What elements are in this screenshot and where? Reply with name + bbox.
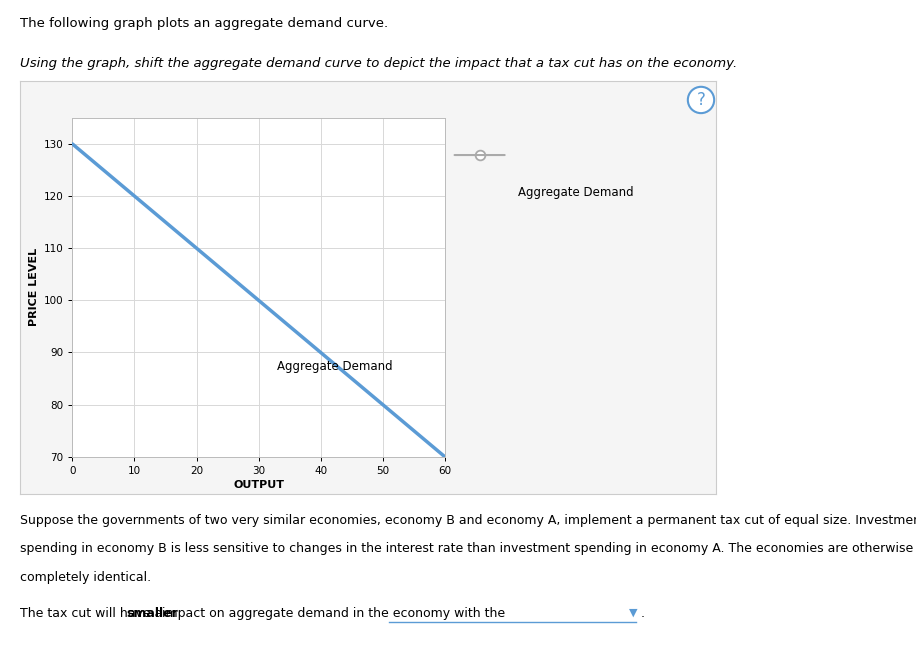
Text: .: . bbox=[641, 607, 645, 620]
Text: smaller: smaller bbox=[126, 607, 179, 620]
Text: Suppose the governments of two very similar economies, economy B and economy A, : Suppose the governments of two very simi… bbox=[20, 514, 916, 527]
Text: ▼: ▼ bbox=[629, 607, 638, 617]
Text: Aggregate Demand: Aggregate Demand bbox=[278, 360, 393, 374]
Text: completely identical.: completely identical. bbox=[20, 571, 151, 583]
Text: spending in economy B is less sensitive to changes in the interest rate than inv: spending in economy B is less sensitive … bbox=[20, 542, 913, 555]
Text: Using the graph, shift the aggregate demand curve to depict the impact that a ta: Using the graph, shift the aggregate dem… bbox=[20, 57, 737, 70]
X-axis label: OUTPUT: OUTPUT bbox=[233, 480, 284, 490]
Text: ?: ? bbox=[696, 91, 705, 109]
Text: Aggregate Demand: Aggregate Demand bbox=[518, 186, 634, 199]
Y-axis label: PRICE LEVEL: PRICE LEVEL bbox=[29, 248, 39, 327]
Text: The tax cut will have a: The tax cut will have a bbox=[20, 607, 167, 620]
Text: impact on aggregate demand in the economy with the: impact on aggregate demand in the econom… bbox=[158, 607, 505, 620]
Text: The following graph plots an aggregate demand curve.: The following graph plots an aggregate d… bbox=[20, 17, 388, 30]
